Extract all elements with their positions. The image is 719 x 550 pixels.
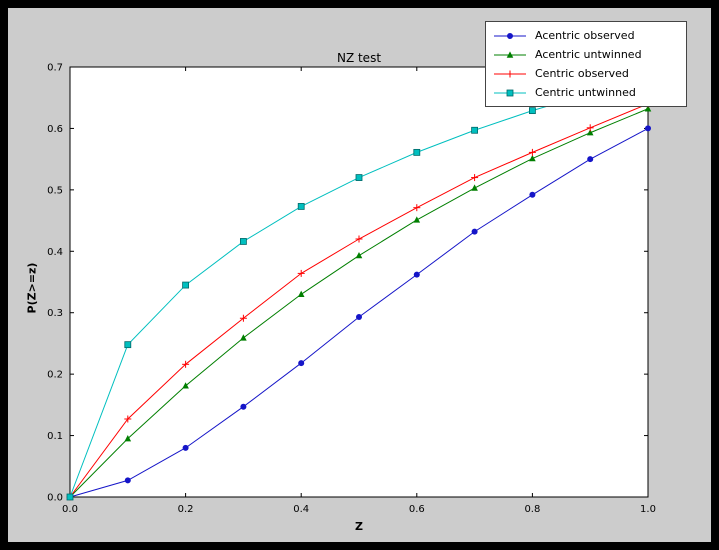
triangle-marker (182, 382, 189, 389)
legend-sample (494, 70, 526, 77)
square-marker (506, 89, 514, 96)
x-tick-label: 0.0 (62, 504, 78, 515)
legend-sample (494, 32, 526, 39)
square-marker (239, 238, 247, 245)
legend-item: Centric untwinned (492, 83, 680, 102)
chart-title: NZ test (336, 51, 382, 65)
y-tick-label: 0.4 (47, 247, 63, 258)
y-tick-label: 0.7 (47, 63, 63, 74)
y-axis-label: P(Z>=z) (25, 262, 39, 314)
circle-marker (471, 228, 478, 235)
legend-label: Acentric observed (535, 29, 635, 42)
legend-sample (494, 89, 526, 96)
legend-item: Acentric untwinned (492, 45, 680, 64)
x-axis-label: Z (355, 520, 363, 533)
circle-marker (529, 191, 536, 198)
triangle-marker (644, 105, 652, 112)
triangle-marker (506, 50, 514, 58)
circle-marker (507, 32, 513, 39)
square-marker (355, 174, 363, 181)
plot-canvas: 0.0 0.2 0.4 0.6 0.8 1.0 0.0 0.1 0.2 0.3 0.4 0.5 0.6 0… (47, 63, 656, 516)
triangle-marker (471, 184, 478, 191)
x-tick-label: 1.0 (640, 504, 656, 515)
circle-marker (645, 125, 651, 132)
legend-item: Acentric observed (492, 26, 680, 45)
x-tick-label: 0.4 (293, 504, 309, 515)
figure: 0.0 0.2 0.4 0.6 0.8 1.0 0.0 0.1 0.2 0.3 0.4 0.5 0.6 0… (8, 8, 711, 542)
square-marker (413, 148, 421, 156)
x-tick-label: 0.6 (409, 504, 425, 515)
triangle-marker (413, 216, 421, 223)
legend-label: Centric untwinned (535, 86, 636, 99)
y-tick-label: 0.6 (47, 124, 63, 135)
circle-marker (298, 360, 305, 367)
x-tick-label: 0.8 (524, 504, 540, 515)
triangle-marker (586, 129, 594, 136)
x-tick-label: 0.2 (178, 504, 194, 515)
square-marker (182, 281, 190, 289)
triangle-marker (124, 435, 132, 442)
triangle-marker (297, 290, 305, 297)
y-tick-label: 0.0 (47, 493, 63, 504)
square-marker (297, 203, 305, 210)
legend-item: Centric observed (492, 64, 680, 83)
legend-label: Acentric untwinned (535, 48, 642, 61)
circle-marker (124, 477, 131, 484)
y-tick-label: 0.2 (47, 370, 63, 381)
y-tick-label: 0.3 (47, 308, 63, 319)
square-marker (124, 341, 132, 349)
circle-marker (356, 314, 362, 321)
legend-label: Centric observed (535, 67, 629, 80)
legend: Acentric observed Acentric untwinned Centr… (485, 21, 687, 107)
square-marker (529, 107, 536, 115)
triangle-marker (355, 251, 363, 259)
circle-marker (587, 156, 594, 163)
legend-sample (494, 50, 526, 58)
square-marker (471, 126, 479, 134)
square-marker (66, 493, 74, 501)
axes-frame (69, 66, 649, 498)
circle-marker (182, 444, 189, 451)
triangle-marker (240, 334, 247, 341)
y-tick-label: 0.1 (47, 431, 63, 442)
circle-marker (240, 403, 247, 410)
y-tick-label: 0.5 (47, 185, 63, 196)
triangle-marker (529, 154, 536, 162)
circle-marker (413, 271, 420, 278)
